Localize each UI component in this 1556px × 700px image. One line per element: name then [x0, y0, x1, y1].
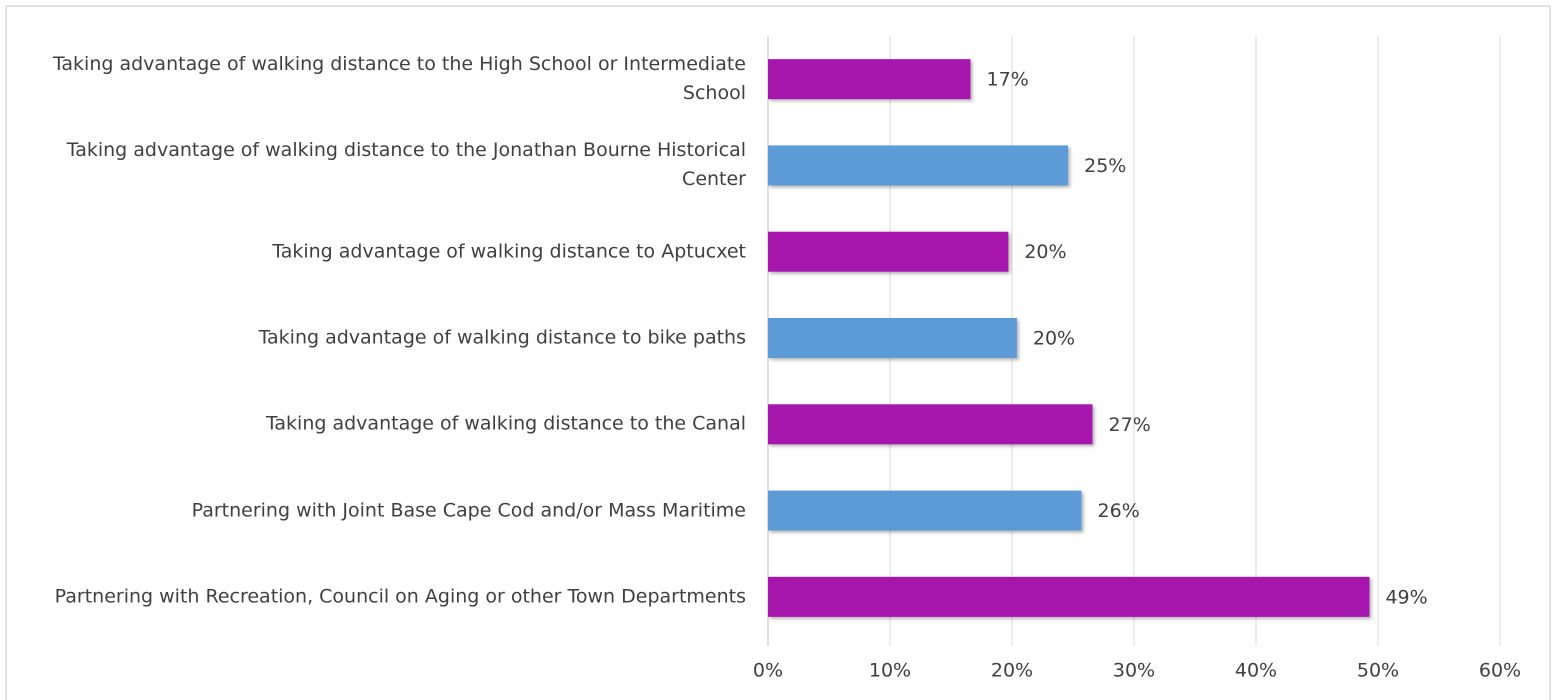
bar [768, 318, 1017, 358]
category-label: Taking advantage of walking distance to … [66, 139, 746, 191]
category-label: Taking advantage of walking distance to … [265, 412, 746, 435]
category-label: Partnering with Recreation, Council on A… [54, 585, 746, 608]
bar [768, 231, 1009, 272]
bar [768, 490, 1082, 531]
data-label: 17% [987, 69, 1029, 91]
category-label: Taking advantage of walking distance to … [258, 326, 746, 349]
category-label: Taking advantage of walking distance to … [272, 240, 746, 263]
bar [768, 145, 1069, 186]
x-tick-label: 40% [1235, 660, 1277, 682]
data-label: 27% [1109, 414, 1151, 436]
data-label: 20% [1024, 241, 1066, 263]
x-tick-label: 60% [1479, 660, 1521, 682]
x-tick-label: 50% [1357, 660, 1399, 682]
category-label: Partnering with Joint Base Cape Cod and/… [191, 499, 746, 522]
x-tick-label: 10% [869, 660, 911, 682]
x-tick-label: 0% [753, 660, 783, 682]
bar [768, 59, 971, 100]
x-tick-label: 30% [1113, 660, 1155, 682]
data-label: 49% [1385, 586, 1427, 608]
chart-border [5, 5, 1551, 700]
data-label: 20% [1033, 328, 1075, 350]
category-label: Taking advantage of walking distance to … [52, 53, 746, 105]
bar [768, 576, 1370, 617]
bar [768, 404, 1093, 445]
data-label: 26% [1098, 500, 1140, 522]
x-tick-label: 20% [991, 660, 1033, 682]
data-label: 25% [1084, 155, 1126, 177]
